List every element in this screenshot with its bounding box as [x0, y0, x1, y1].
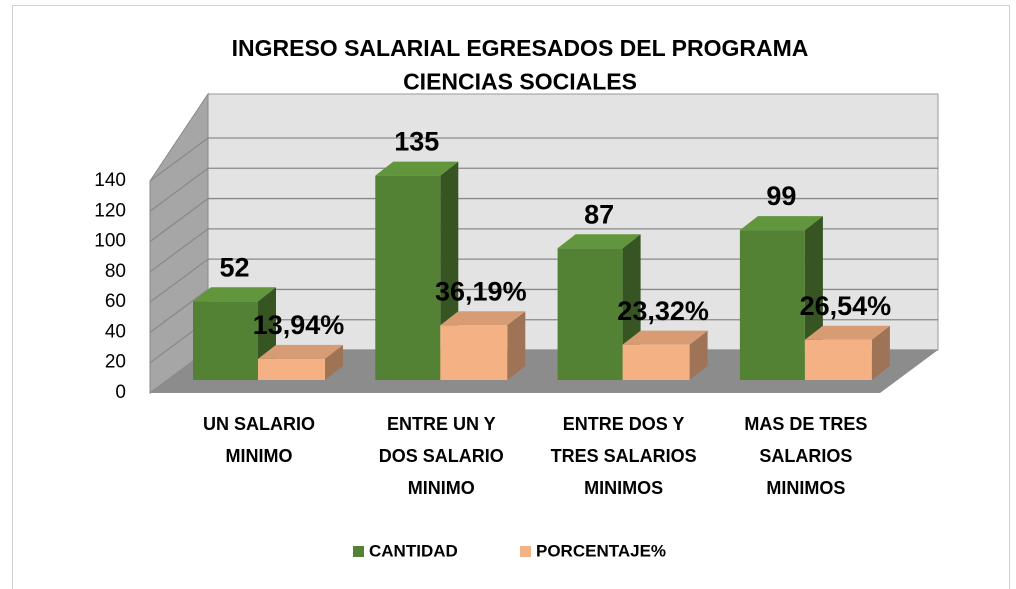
bar — [622, 330, 708, 380]
y-tick-label: 20 — [105, 352, 126, 373]
data-label: 36,19% — [435, 276, 527, 306]
data-label: 135 — [394, 127, 439, 157]
grid-line — [149, 137, 938, 182]
bar — [440, 311, 526, 380]
legend-swatch — [520, 546, 531, 557]
bar-front — [375, 175, 441, 380]
data-label: 26,54% — [800, 291, 892, 321]
y-tick-label: 100 — [94, 231, 126, 252]
x-tick-label: MAS DE TRES SALARIOS MINIMOS — [744, 414, 867, 498]
grid-line — [149, 288, 938, 333]
y-tick-label: 0 — [115, 382, 126, 403]
x-tick-label: ENTRE UN Y DOS SALARIO MINIMO — [379, 414, 504, 498]
data-label: 99 — [766, 181, 796, 211]
x-tick-label: UN SALARIO MINIMO — [203, 414, 315, 466]
grid-line — [149, 258, 938, 303]
bar-top — [739, 216, 823, 231]
grid-line — [149, 228, 938, 273]
data-label: 13,94% — [253, 310, 345, 340]
grid-line — [149, 197, 938, 243]
bar-top — [622, 330, 708, 345]
grid-line — [149, 167, 938, 212]
bar — [804, 325, 890, 380]
bar-top — [375, 161, 459, 176]
chart-title: INGRESO SALARIAL EGRESADOS DEL PROGRAMA C… — [232, 35, 809, 94]
bar-top — [440, 311, 526, 326]
bar-front — [622, 344, 690, 380]
bar-front — [258, 358, 325, 380]
bar-front — [804, 339, 872, 380]
y-tick-label: 40 — [105, 321, 126, 342]
data-label: 87 — [584, 199, 614, 229]
y-tick-label: 140 — [94, 170, 126, 191]
bar-front — [739, 230, 805, 380]
data-label: 52 — [219, 252, 249, 282]
bar-side — [325, 344, 343, 380]
bar-side — [507, 311, 526, 380]
data-label: 23,32% — [617, 296, 709, 326]
bar-side — [689, 330, 708, 380]
bar-top — [258, 344, 343, 359]
legend-label: CANTIDAD — [369, 541, 458, 560]
bar — [258, 344, 343, 380]
bar-side — [871, 325, 890, 380]
legend-swatch — [353, 546, 364, 557]
y-tick-label: 80 — [105, 261, 126, 282]
x-tick-label: ENTRE DOS Y TRES SALARIOS MINIMOS — [551, 414, 697, 498]
legend-label: PORCENTAJE% — [536, 541, 666, 560]
bar-top — [557, 234, 641, 249]
bar-top — [804, 325, 890, 340]
bar-front — [557, 248, 623, 380]
bar-front — [440, 325, 508, 380]
bar-front — [193, 301, 258, 380]
y-tick-label: 120 — [94, 200, 126, 221]
y-tick-label: 60 — [105, 291, 126, 312]
bar-top — [193, 287, 276, 302]
